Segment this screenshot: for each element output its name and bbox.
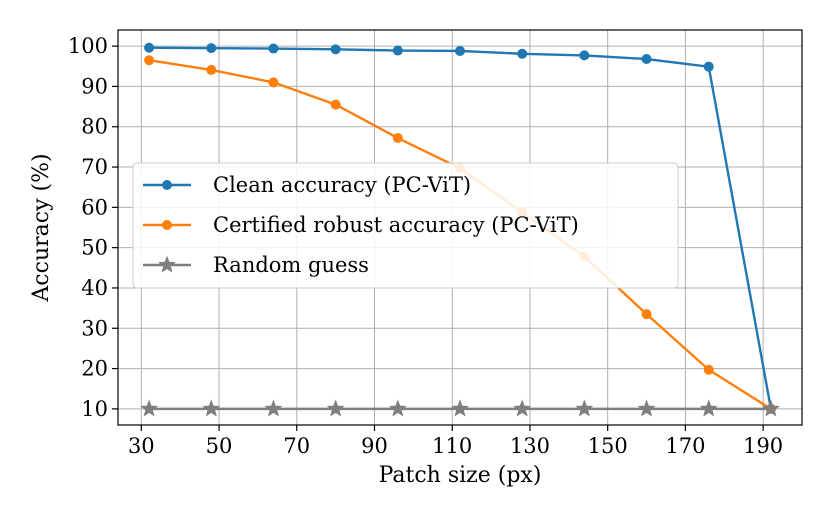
data-point <box>517 48 528 59</box>
data-point <box>703 364 714 375</box>
plot-frame <box>117 29 803 426</box>
y-tick-label: 30 <box>81 316 108 340</box>
legend-box <box>132 162 679 289</box>
data-point <box>455 45 465 56</box>
data-point <box>144 55 155 66</box>
x-tick-label: 170 <box>665 434 705 458</box>
y-tick-label: 40 <box>81 276 108 300</box>
y-tick-label: 50 <box>81 236 108 260</box>
data-point <box>641 54 652 65</box>
legend-marker <box>162 180 172 190</box>
x-tick-label: 90 <box>361 434 388 458</box>
legend-item: Certified robust accuracy (PC-ViT) <box>143 213 579 237</box>
data-point <box>451 399 469 417</box>
y-tick-label: 20 <box>81 357 108 381</box>
legend-label: Random guess <box>213 253 369 277</box>
data-point <box>326 399 345 417</box>
axis-ticks: 30 50 70 90 110 130 150 170 190 10 20 30 40 50 60 70 80 9… <box>68 34 783 458</box>
x-tick-label: 30 <box>128 434 155 458</box>
y-tick-label: 100 <box>68 34 108 58</box>
x-tick-label: 50 <box>206 434 233 458</box>
x-tick-label: 130 <box>510 434 550 458</box>
data-point <box>144 42 155 53</box>
y-tick-label: 90 <box>81 74 108 98</box>
legend-item: Random guess <box>143 253 369 277</box>
legend-item: Clean accuracy (PC-ViT) <box>143 173 471 197</box>
data-point <box>579 50 590 61</box>
data-point <box>575 399 594 417</box>
data-point <box>761 399 780 417</box>
y-tick-label: 60 <box>81 195 108 219</box>
data-point <box>641 309 652 320</box>
data-point <box>513 399 532 417</box>
y-tick-label: 70 <box>81 155 108 179</box>
y-tick-label: 80 <box>81 115 108 139</box>
data-point <box>206 64 217 75</box>
x-tick-label: 70 <box>283 434 310 458</box>
x-tick-label: 190 <box>743 434 783 458</box>
legend-label: Certified robust accuracy (PC-ViT) <box>213 213 579 237</box>
data-point <box>392 45 403 56</box>
data-point <box>206 43 217 54</box>
legend-marker <box>158 255 176 273</box>
y-tick-label: 10 <box>81 397 108 421</box>
data-point <box>264 399 283 417</box>
data-point <box>202 399 221 417</box>
data-point <box>140 399 159 417</box>
data-point <box>268 77 279 88</box>
legend: Clean accuracy (PC-ViT) Certified robust … <box>132 162 679 289</box>
data-point <box>330 44 341 55</box>
x-tick-label: 110 <box>432 434 472 458</box>
data-point <box>392 133 403 144</box>
data-point <box>388 399 407 417</box>
x-tick-label: 150 <box>588 434 628 458</box>
data-point <box>637 399 656 417</box>
data-point <box>268 43 279 54</box>
data-point <box>703 61 714 72</box>
series-random-guess <box>140 399 780 417</box>
data-point <box>699 399 718 417</box>
data-point <box>330 99 341 110</box>
x-axis-title: Patch size (px) <box>379 463 542 488</box>
legend-marker <box>162 220 172 230</box>
legend-label: Clean accuracy (PC-ViT) <box>213 173 471 197</box>
y-axis-title: Accuracy (%) <box>29 153 54 302</box>
